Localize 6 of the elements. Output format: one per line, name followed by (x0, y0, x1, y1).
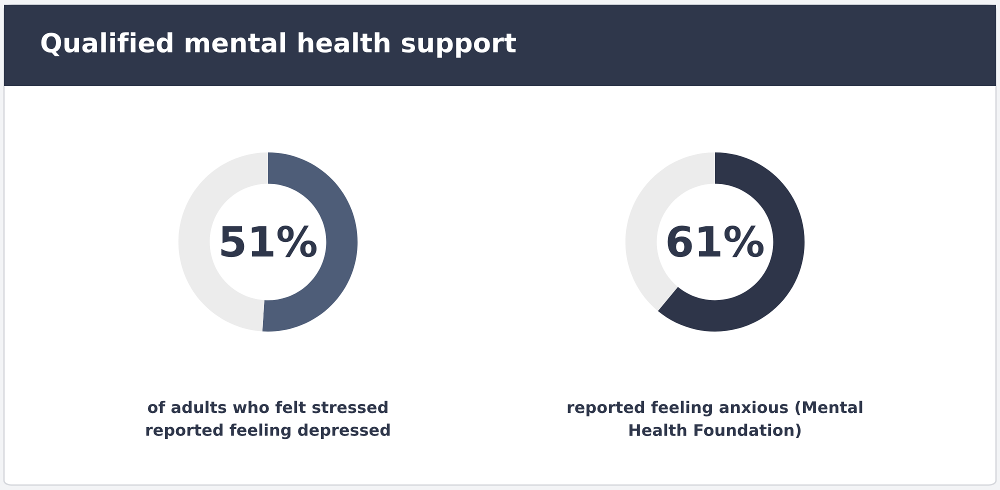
chart-title: Qualified mental health support (41, 32, 516, 58)
text: of adults who felt stressed reported feeling depressed (146, 400, 390, 440)
text: 61% (668, 226, 764, 258)
donut-slice (658, 152, 805, 332)
text: 51% (221, 226, 317, 258)
text: reported feeling anxious (Mental Health Foundation) (568, 400, 862, 438)
